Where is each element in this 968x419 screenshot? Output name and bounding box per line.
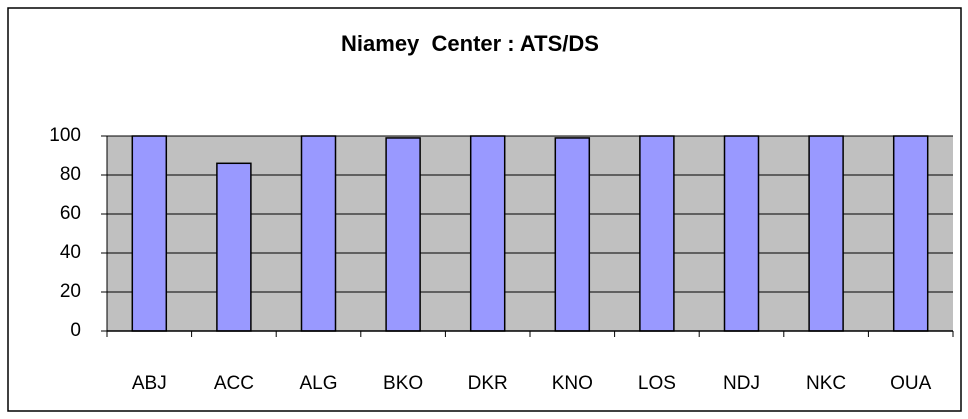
y-tick-label: 40 bbox=[60, 242, 81, 263]
bar bbox=[469, 135, 506, 332]
bar bbox=[216, 162, 252, 332]
x-tick-label: OUA bbox=[890, 373, 932, 394]
bar bbox=[639, 135, 675, 332]
y-tick-label: 20 bbox=[60, 281, 81, 302]
x-tick-label: NKC bbox=[806, 373, 846, 394]
y-tick-label: 60 bbox=[60, 203, 81, 224]
bar bbox=[723, 135, 760, 332]
x-tick-label: LOS bbox=[638, 373, 676, 394]
x-tick-label: NDJ bbox=[723, 373, 760, 394]
bar bbox=[808, 135, 844, 332]
x-tick-label: ALG bbox=[299, 373, 337, 394]
x-tick-label: ABJ bbox=[132, 373, 167, 394]
bar bbox=[385, 137, 421, 332]
bar bbox=[131, 135, 168, 332]
bar bbox=[300, 135, 337, 332]
y-tick-label: 0 bbox=[70, 320, 81, 341]
x-tick-label: DKR bbox=[468, 373, 508, 394]
x-tick-label: BKO bbox=[383, 373, 423, 394]
x-tick-label: ACC bbox=[214, 373, 254, 394]
chart-title: Niamey Center : ATS/DS bbox=[341, 31, 599, 56]
bar bbox=[892, 135, 929, 332]
x-tick-label: KNO bbox=[552, 373, 593, 394]
bar bbox=[554, 137, 591, 332]
y-tick-label: 80 bbox=[60, 164, 81, 185]
y-tick-label: 100 bbox=[49, 125, 81, 146]
